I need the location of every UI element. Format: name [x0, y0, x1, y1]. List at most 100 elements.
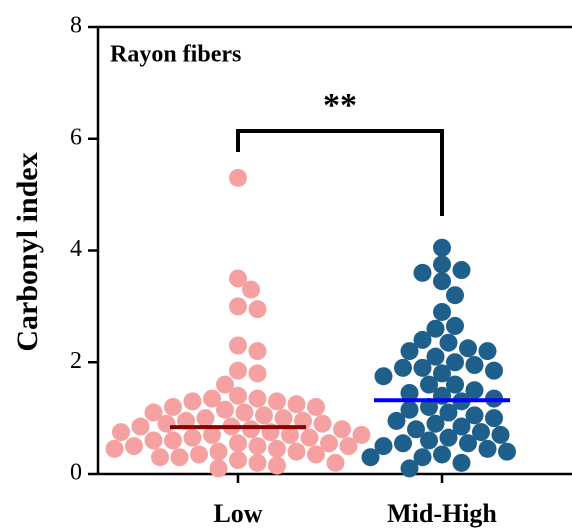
data-point — [394, 434, 412, 453]
data-point — [452, 261, 471, 280]
data-point — [248, 300, 267, 319]
data-point — [374, 437, 393, 456]
y-tick-label: 4 — [70, 236, 82, 262]
data-point — [287, 395, 306, 414]
data-point — [400, 342, 419, 361]
data-point — [300, 428, 319, 447]
data-point — [157, 414, 176, 433]
data-point — [433, 238, 451, 257]
data-point — [413, 263, 432, 282]
data-point — [190, 445, 208, 464]
y-tick-label: 2 — [70, 348, 82, 374]
data-point — [439, 428, 458, 447]
data-point — [446, 286, 464, 305]
data-point — [420, 375, 438, 394]
data-point — [452, 417, 471, 436]
data-point — [144, 403, 163, 422]
y-tick-label: 8 — [70, 13, 82, 39]
data-point — [446, 375, 464, 394]
data-point — [413, 448, 432, 467]
y-tick-label: 6 — [70, 124, 82, 150]
data-point — [394, 358, 412, 377]
data-point — [352, 425, 371, 444]
data-point — [203, 425, 221, 444]
data-point — [452, 453, 471, 472]
data-point — [216, 375, 234, 394]
data-point — [333, 420, 351, 439]
data-point — [125, 437, 143, 456]
data-point — [320, 434, 338, 453]
data-point — [281, 425, 299, 444]
data-point — [307, 397, 325, 416]
data-point — [183, 392, 202, 411]
data-point — [105, 439, 124, 458]
data-point — [248, 389, 267, 408]
data-point — [313, 414, 332, 433]
data-point — [420, 431, 438, 450]
data-point — [459, 434, 477, 453]
data-point — [326, 453, 345, 472]
data-point — [255, 406, 273, 425]
data-point — [248, 437, 267, 456]
data-point — [183, 428, 202, 447]
data-point — [307, 445, 325, 464]
data-point — [203, 389, 221, 408]
data-point — [485, 409, 503, 428]
data-point — [248, 342, 267, 361]
data-point — [287, 442, 306, 461]
data-point — [248, 364, 267, 383]
data-point — [235, 403, 254, 422]
data-point — [229, 168, 247, 187]
annotation: Rayon fibers — [110, 42, 241, 68]
data-point — [465, 381, 484, 400]
data-point — [229, 361, 247, 380]
data-point — [248, 453, 267, 472]
data-point — [151, 448, 169, 467]
data-point — [170, 448, 189, 467]
data-point — [498, 442, 516, 461]
data-point — [374, 367, 393, 386]
data-point — [229, 451, 247, 470]
significance-bracket — [236, 129, 444, 216]
data-point — [465, 356, 484, 375]
data-point — [268, 439, 286, 458]
data-point — [209, 459, 228, 478]
data-point — [242, 280, 260, 299]
data-point — [400, 383, 419, 402]
data-point — [459, 339, 477, 358]
data-point — [426, 414, 445, 433]
data-point — [216, 400, 234, 419]
data-point — [478, 439, 497, 458]
x-tick-label: Mid-High — [387, 499, 497, 528]
data-point — [400, 459, 419, 478]
data-point — [229, 434, 247, 453]
data-point — [433, 272, 451, 291]
significance-label: ** — [323, 87, 357, 124]
data-point — [413, 330, 432, 349]
data-point — [439, 333, 458, 352]
data-point — [112, 423, 130, 442]
y-axis-label: Carbonyl index — [11, 152, 44, 351]
data-point — [439, 403, 458, 422]
data-point — [400, 400, 419, 419]
data-point — [407, 420, 425, 439]
data-point — [420, 397, 438, 416]
data-point — [229, 386, 247, 405]
data-point — [426, 347, 445, 366]
data-point — [472, 423, 490, 442]
data-point — [229, 269, 247, 288]
data-point — [164, 431, 182, 450]
data-point — [268, 456, 286, 475]
data-point — [465, 406, 484, 425]
data-point — [433, 364, 451, 383]
data-point — [196, 409, 215, 428]
y-tick-label: 0 — [70, 460, 82, 486]
data-point — [446, 353, 464, 372]
data-point — [209, 442, 228, 461]
data-point — [387, 411, 406, 430]
x-tick-label: Low — [213, 499, 262, 528]
data-point — [426, 319, 445, 338]
data-point — [164, 397, 182, 416]
data-point — [485, 361, 503, 380]
data-point — [274, 409, 293, 428]
